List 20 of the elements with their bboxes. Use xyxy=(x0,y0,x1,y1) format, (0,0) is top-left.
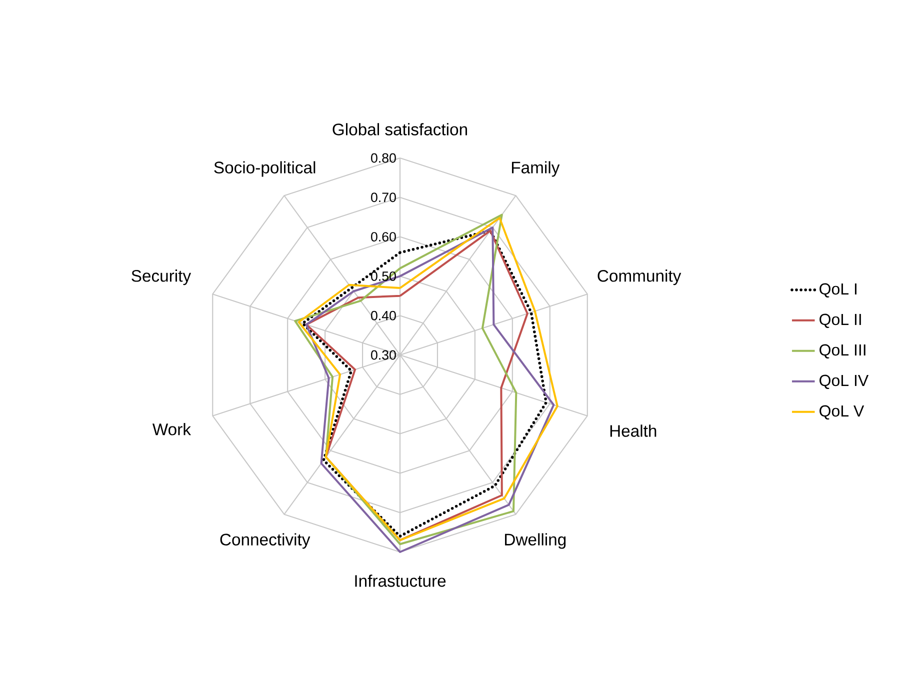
legend-label: QoL I xyxy=(820,283,856,298)
y-tick-label: 0.40 xyxy=(371,310,396,320)
y-tick-label: 0.70 xyxy=(371,192,396,202)
spoke-label: Dwelling xyxy=(505,533,566,549)
y-tick-label: 0.80 xyxy=(371,153,396,163)
spoke-label: Family xyxy=(512,161,560,177)
spoke-label: Community xyxy=(598,270,682,286)
spoke-label: Global satisfaction xyxy=(332,123,467,136)
legend-label: QoL V xyxy=(820,405,864,420)
spoke-label: Socio-political xyxy=(214,161,316,177)
spoke-label: Connectivity xyxy=(220,533,310,549)
y-tick-label: 0.30 xyxy=(371,350,396,360)
spoke-label: Infrastucture xyxy=(355,574,446,587)
legend-label: QoL III xyxy=(820,344,866,358)
legend-label: QoL II xyxy=(820,314,861,328)
y-tick-label: 0.60 xyxy=(371,232,396,242)
spoke-label: Security xyxy=(132,270,192,286)
legend-label: QoL IV xyxy=(820,374,869,389)
spoke-label: Health xyxy=(610,424,656,437)
spoke-label: Work xyxy=(152,423,191,436)
